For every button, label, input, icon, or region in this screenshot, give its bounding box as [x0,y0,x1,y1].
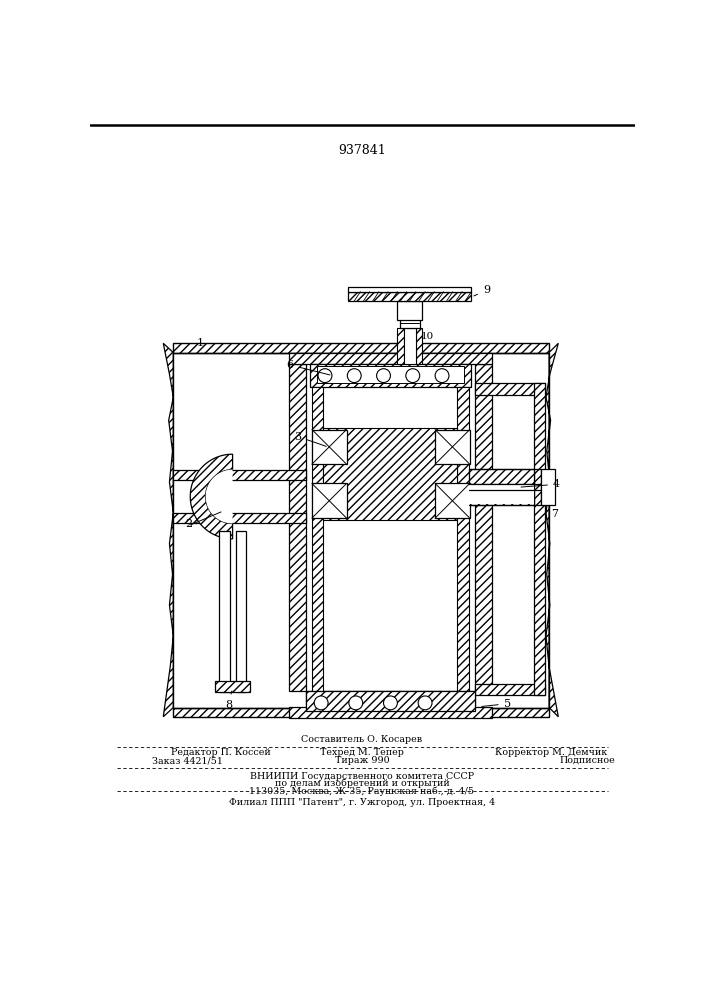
Bar [235,531,247,692]
Polygon shape [312,387,324,691]
Text: по делам изобретений и открытий: по делам изобретений и открытий [274,779,450,788]
Bar [435,483,469,518]
Circle shape [418,696,432,710]
Bar [312,430,346,464]
Polygon shape [546,343,559,717]
Polygon shape [190,454,233,539]
Polygon shape [348,287,472,292]
Circle shape [314,696,328,710]
Text: Редактор П. Коссей: Редактор П. Коссей [171,748,271,757]
Circle shape [435,369,449,383]
Circle shape [406,369,420,383]
Text: 113035, Москва, Ж-35, Раушская наб., д. 4/5: 113035, Москва, Ж-35, Раушская наб., д. … [250,787,474,796]
Polygon shape [173,470,305,480]
Text: Филиал ППП "Патент", г. Ужгород, ул. Проектная, 4: Филиал ППП "Патент", г. Ужгород, ул. Про… [229,798,495,807]
Text: 2: 2 [185,519,192,529]
Polygon shape [215,681,250,692]
Text: 10: 10 [421,332,435,341]
Text: Заказ 4421/51: Заказ 4421/51 [152,756,223,765]
Polygon shape [288,707,492,718]
Circle shape [377,369,390,383]
Polygon shape [475,364,492,691]
Text: 9: 9 [474,285,490,296]
Text: 8: 8 [225,691,232,710]
Circle shape [383,696,397,710]
Polygon shape [457,387,469,691]
Polygon shape [534,383,545,695]
Text: ВНИИПИ Государственного комитета СССР: ВНИИПИ Государственного комитета СССР [250,772,474,781]
Text: 6: 6 [286,360,330,375]
Text: 937841: 937841 [338,144,386,157]
Polygon shape [173,708,549,717]
Text: Корректор М. Демчик: Корректор М. Демчик [496,748,607,757]
Polygon shape [310,364,472,387]
Circle shape [318,369,332,383]
Polygon shape [317,366,464,383]
Text: Тираж 990: Тираж 990 [334,756,390,765]
Polygon shape [206,470,233,523]
Polygon shape [475,684,545,695]
Bar [400,319,420,328]
Circle shape [347,369,361,383]
Polygon shape [397,301,422,320]
Bar [312,483,346,518]
Bar [469,485,534,504]
Text: Подписное: Подписное [560,756,616,765]
Text: Техред М. Тепер: Техред М. Тепер [320,748,404,757]
Text: Составитель О. Косарев: Составитель О. Косарев [301,735,423,744]
Bar [435,430,469,464]
Polygon shape [173,513,305,523]
Polygon shape [475,383,545,395]
Text: 1: 1 [197,338,204,348]
Bar [542,469,555,505]
Polygon shape [288,353,492,364]
Polygon shape [288,364,305,691]
Bar [218,531,230,692]
Polygon shape [324,428,457,520]
Polygon shape [305,691,475,711]
Polygon shape [348,292,472,301]
Polygon shape [305,691,475,707]
Polygon shape [469,469,534,484]
Text: 7: 7 [551,509,559,519]
Bar [404,328,416,364]
Polygon shape [173,343,549,353]
Polygon shape [397,328,404,364]
Polygon shape [163,343,173,717]
Text: 4: 4 [521,479,560,489]
Polygon shape [416,328,422,364]
Text: 3: 3 [294,432,326,446]
Polygon shape [469,490,534,505]
Text: 5: 5 [481,699,510,709]
Circle shape [349,696,363,710]
